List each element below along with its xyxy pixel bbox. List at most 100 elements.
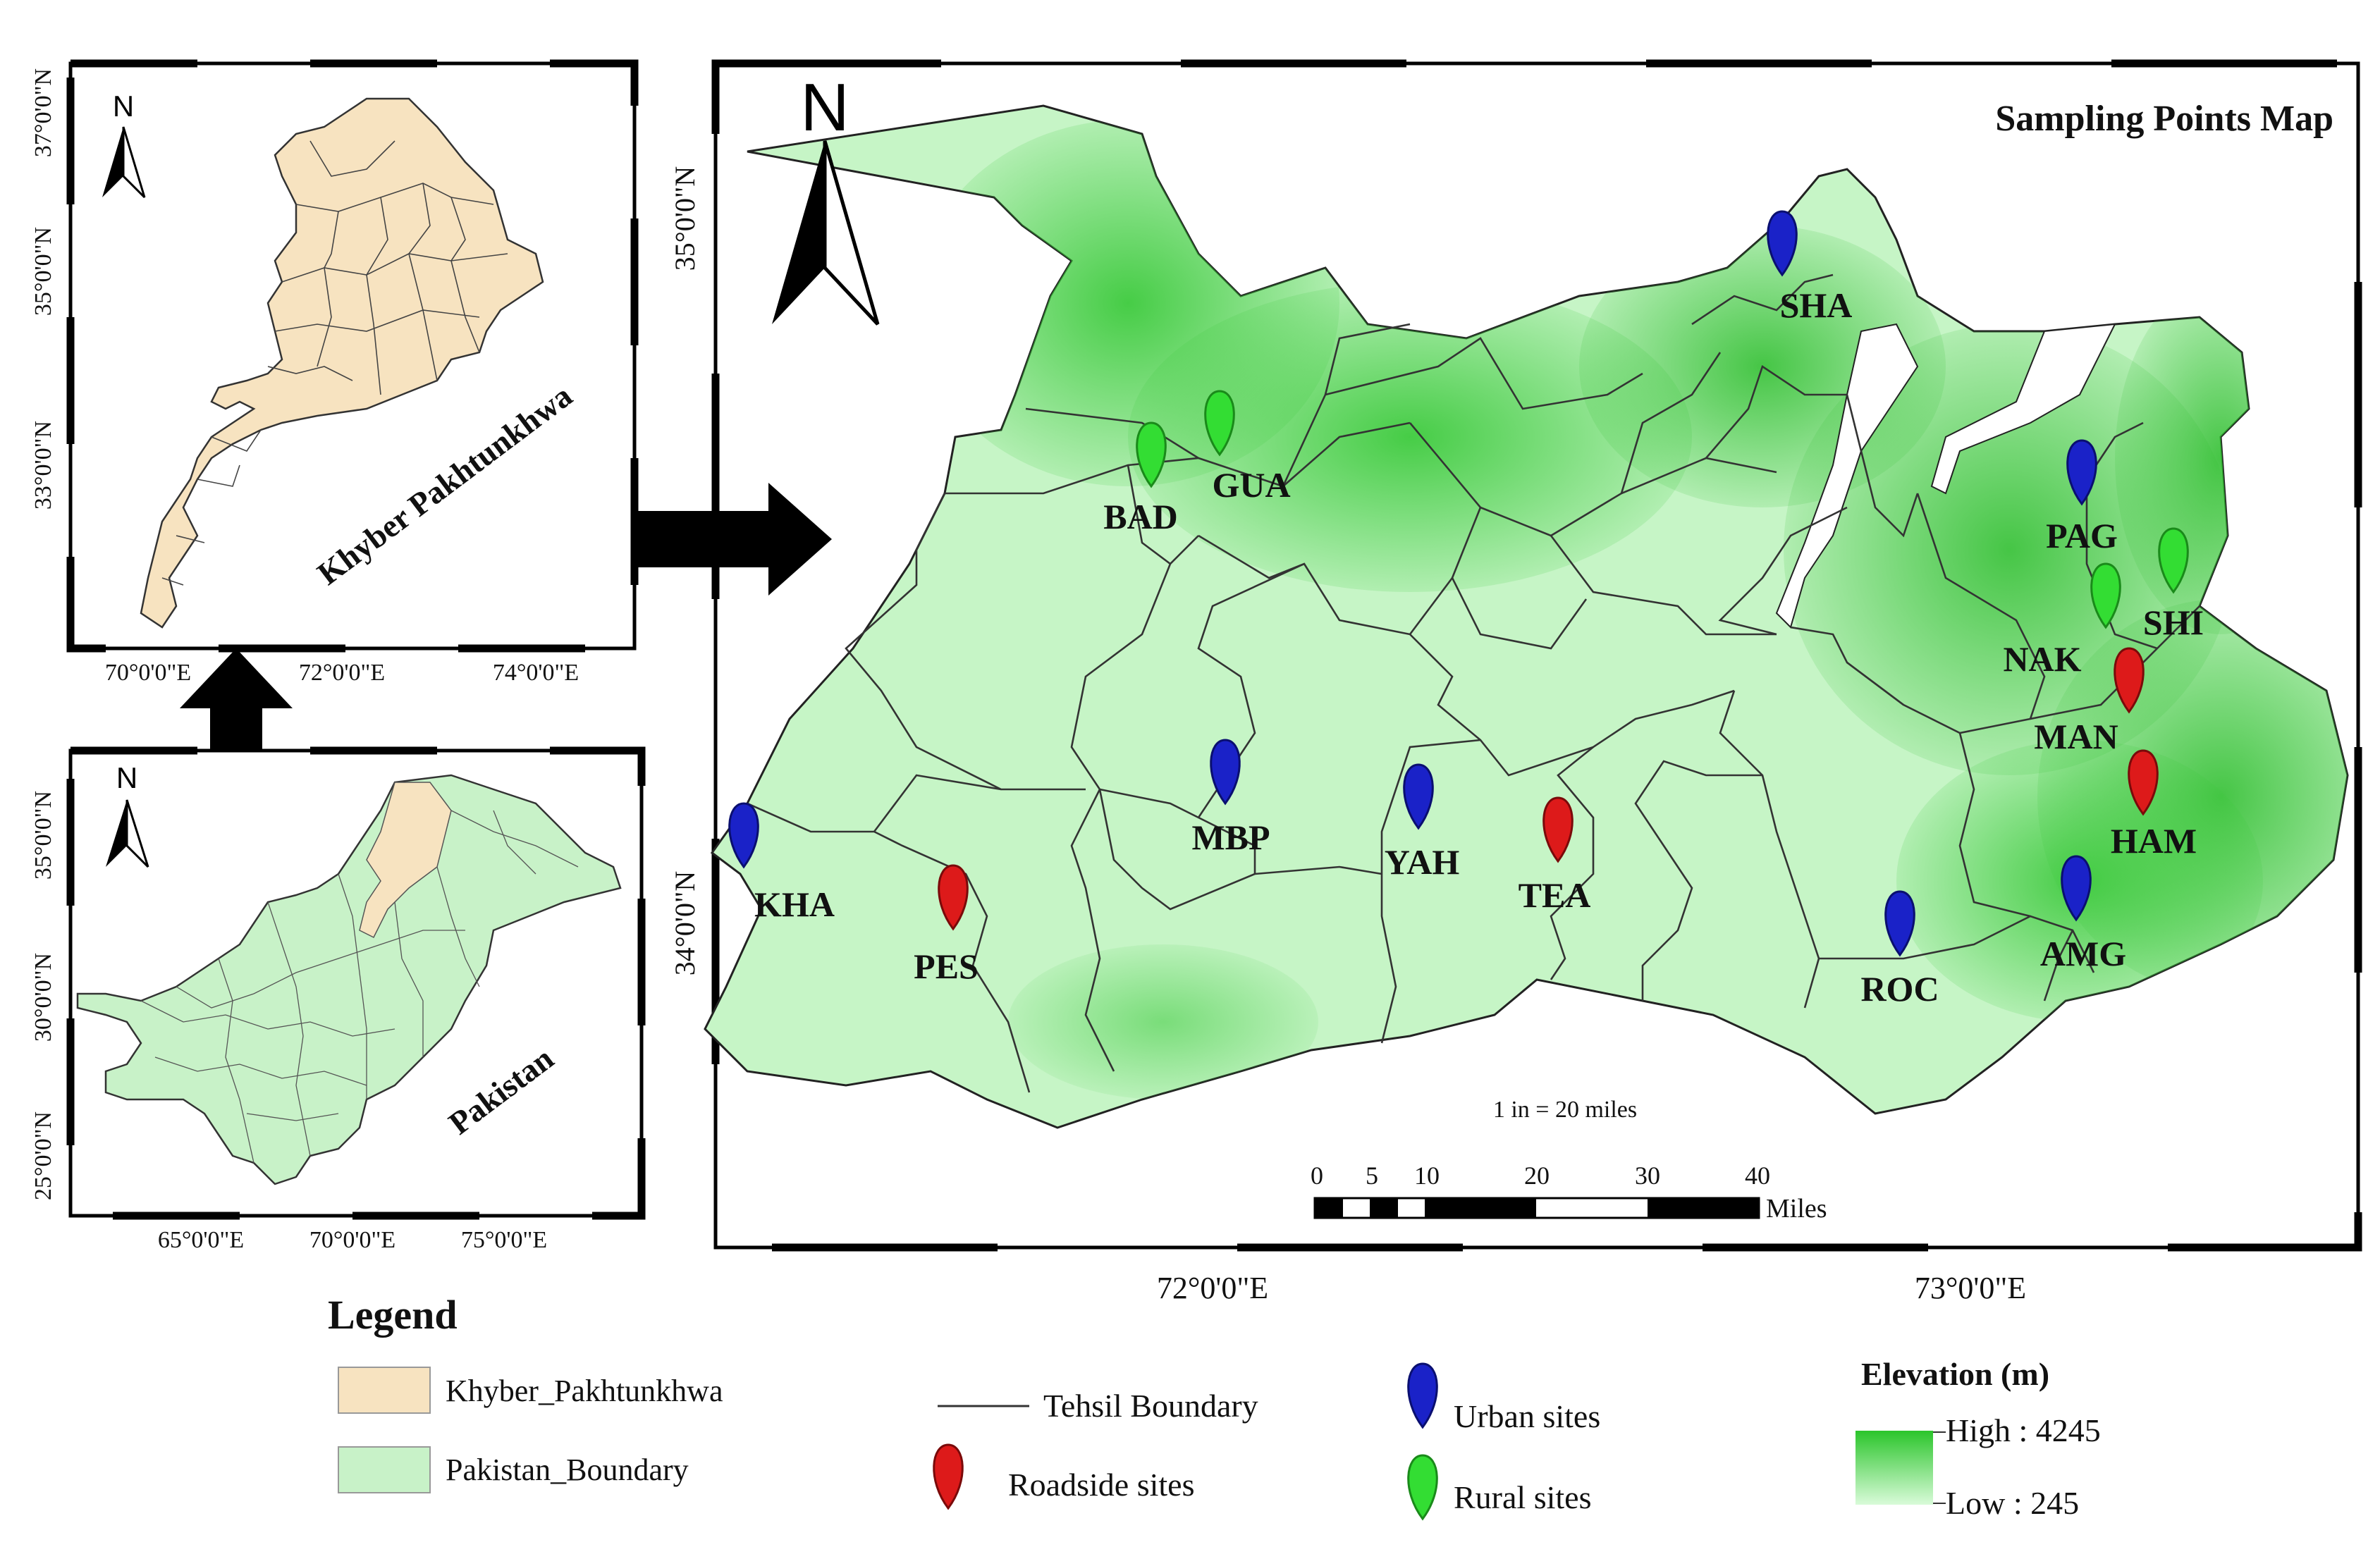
site-label-BAD: BAD — [1103, 497, 1178, 536]
legend: Legend Khyber_Pakhtunkhwa Pakistan_Bound… — [328, 1292, 2101, 1521]
site-marker-GUA: GUA — [1204, 390, 1291, 505]
rural-pin-icon — [2158, 527, 2189, 594]
site-label-ROC: ROC — [1860, 969, 1939, 1009]
scale-tick-10: 10 — [1414, 1161, 1440, 1190]
scale-tick-0: 0 — [1311, 1161, 1323, 1190]
legend-tehsil-label: Tehsil Boundary — [1043, 1388, 1258, 1424]
roadside-pin-icon — [2128, 749, 2159, 816]
site-marker-BAD: BAD — [1103, 421, 1178, 536]
site-label-HAM: HAM — [2111, 821, 2197, 861]
roadside-pin-icon — [2114, 647, 2145, 714]
north-arrow-kp-icon: N — [102, 90, 146, 199]
site-label-GUA: GUA — [1212, 465, 1290, 505]
north-label-kp: N — [113, 90, 134, 123]
site-marker-PAG: PAG — [2046, 439, 2118, 555]
main-map: N Sampling Points Map 35°0'0"N 34°0'0"N … — [669, 59, 2362, 1305]
site-marker-TEA: TEA — [1519, 796, 1591, 915]
lon-label-73: 73°0'0"E — [1915, 1271, 2026, 1305]
legend-elevation-ramp — [1855, 1431, 1933, 1505]
lat-label-34: 34°0'0"N — [669, 871, 701, 975]
site-marker-MBP: MBP — [1191, 739, 1270, 857]
site-marker-NAK: NAK — [2003, 562, 2121, 679]
pakistan-country-shape — [76, 774, 622, 1185]
site-label-TEA: TEA — [1519, 875, 1591, 915]
legend-roadside-label: Roadside sites — [1008, 1467, 1194, 1503]
site-marker-MAN: MAN — [2034, 647, 2145, 756]
rural-pin-icon — [1136, 421, 1167, 488]
site-marker-HAM: HAM — [2111, 749, 2197, 861]
kp-lat-37: 37°0'0"N — [30, 68, 56, 157]
legend-elevation-low: Low : 245 — [1946, 1485, 2079, 1521]
scale-tick-20: 20 — [1524, 1161, 1550, 1190]
main-map-title: Sampling Points Map — [1995, 99, 2333, 139]
lat-label-35: 35°0'0"N — [669, 166, 701, 271]
urban-pin-icon — [1210, 739, 1241, 806]
pk-lat-35: 35°0'0"N — [30, 791, 56, 880]
legend-urban-pin-icon — [1407, 1362, 1438, 1429]
legend-roadside-pin-icon — [933, 1443, 964, 1510]
urban-pin-icon — [2061, 855, 2092, 922]
scale-bar: 1 in = 20 miles 0 5 10 20 30 40 Miles — [1311, 1097, 1827, 1224]
legend-rural-label: Rural sites — [1454, 1479, 1591, 1515]
site-marker-AMG: AMG — [2040, 855, 2126, 973]
roadside-pin-icon — [1542, 796, 1574, 863]
urban-pin-icon — [1403, 763, 1434, 830]
pk-lat-30: 30°0'0"N — [30, 953, 56, 1042]
site-markers: SHA GUA BAD PAG SHI NAK — [728, 210, 2204, 1009]
legend-pk-label: Pakistan_Boundary — [446, 1453, 689, 1487]
pk-lon-65: 65°0'0"E — [158, 1227, 244, 1253]
legend-kp-label: Khyber_Pakhtunkhwa — [446, 1374, 723, 1408]
kp-lon-74: 74°0'0"E — [493, 660, 579, 686]
scale-unit: Miles — [1766, 1194, 1827, 1224]
kp-lon-70: 70°0'0"E — [105, 660, 191, 686]
lon-label-72: 72°0'0"E — [1157, 1271, 1268, 1305]
inset-pakistan: Pakistan N 35°0'0"N 30°0'0"N 25°0'0"N 65… — [30, 746, 646, 1253]
urban-pin-icon — [1767, 210, 1798, 277]
legend-rural-pin-icon — [1407, 1454, 1438, 1521]
rural-pin-icon — [2090, 562, 2121, 629]
site-marker-KHA: KHA — [728, 802, 835, 924]
north-arrow-pk-icon: N — [106, 761, 149, 868]
roadside-pin-icon — [938, 864, 969, 931]
site-marker-ROC: ROC — [1860, 890, 1939, 1009]
site-label-SHA: SHA — [1780, 285, 1853, 325]
site-marker-PES: PES — [914, 864, 979, 986]
legend-elevation-high: High : 4245 — [1946, 1412, 2101, 1448]
north-label-main: N — [800, 70, 849, 145]
pk-lon-70: 70°0'0"E — [309, 1227, 395, 1253]
scale-tick-30: 30 — [1635, 1161, 1660, 1190]
kp-province-shape — [140, 97, 544, 629]
site-label-PAG: PAG — [2046, 516, 2118, 555]
legend-elevation-title: Elevation (m) — [1861, 1356, 2049, 1392]
scale-text: 1 in = 20 miles — [1493, 1097, 1637, 1123]
site-label-MAN: MAN — [2034, 717, 2118, 756]
kp-district-lines — [161, 140, 508, 586]
site-label-AMG: AMG — [2040, 934, 2126, 973]
urban-pin-icon — [728, 802, 759, 869]
site-label-SHI: SHI — [2143, 603, 2204, 642]
pk-lat-25: 25°0'0"N — [30, 1111, 56, 1200]
north-label-pk: N — [116, 761, 137, 794]
site-label-KHA: KHA — [754, 885, 835, 924]
site-marker-SHA: SHA — [1767, 210, 1853, 325]
site-label-MBP: MBP — [1191, 818, 1270, 857]
inset-kp: Khyber Pakhtunkhwa N 37°0'0"N 35°0'0"N 3… — [30, 59, 639, 686]
kp-lat-35: 35°0'0"N — [30, 227, 56, 316]
tehsil-boundaries — [747, 273, 2200, 1093]
rural-pin-icon — [1204, 390, 1235, 457]
scale-tick-5: 5 — [1366, 1161, 1378, 1190]
kp-lon-72: 72°0'0"E — [299, 660, 385, 686]
site-marker-YAH: YAH — [1385, 763, 1460, 882]
legend-kp-swatch — [338, 1367, 431, 1414]
urban-pin-icon — [1884, 890, 1915, 957]
legend-pk-swatch — [338, 1446, 431, 1493]
site-label-NAK: NAK — [2003, 639, 2081, 679]
urban-pin-icon — [2066, 439, 2097, 506]
legend-urban-label: Urban sites — [1454, 1398, 1600, 1434]
pk-kp-region-shape — [359, 782, 452, 939]
pk-district-lines — [140, 810, 579, 1164]
legend-title: Legend — [328, 1292, 458, 1338]
kp-lat-33: 33°0'0"N — [30, 421, 56, 510]
site-label-YAH: YAH — [1385, 842, 1460, 882]
